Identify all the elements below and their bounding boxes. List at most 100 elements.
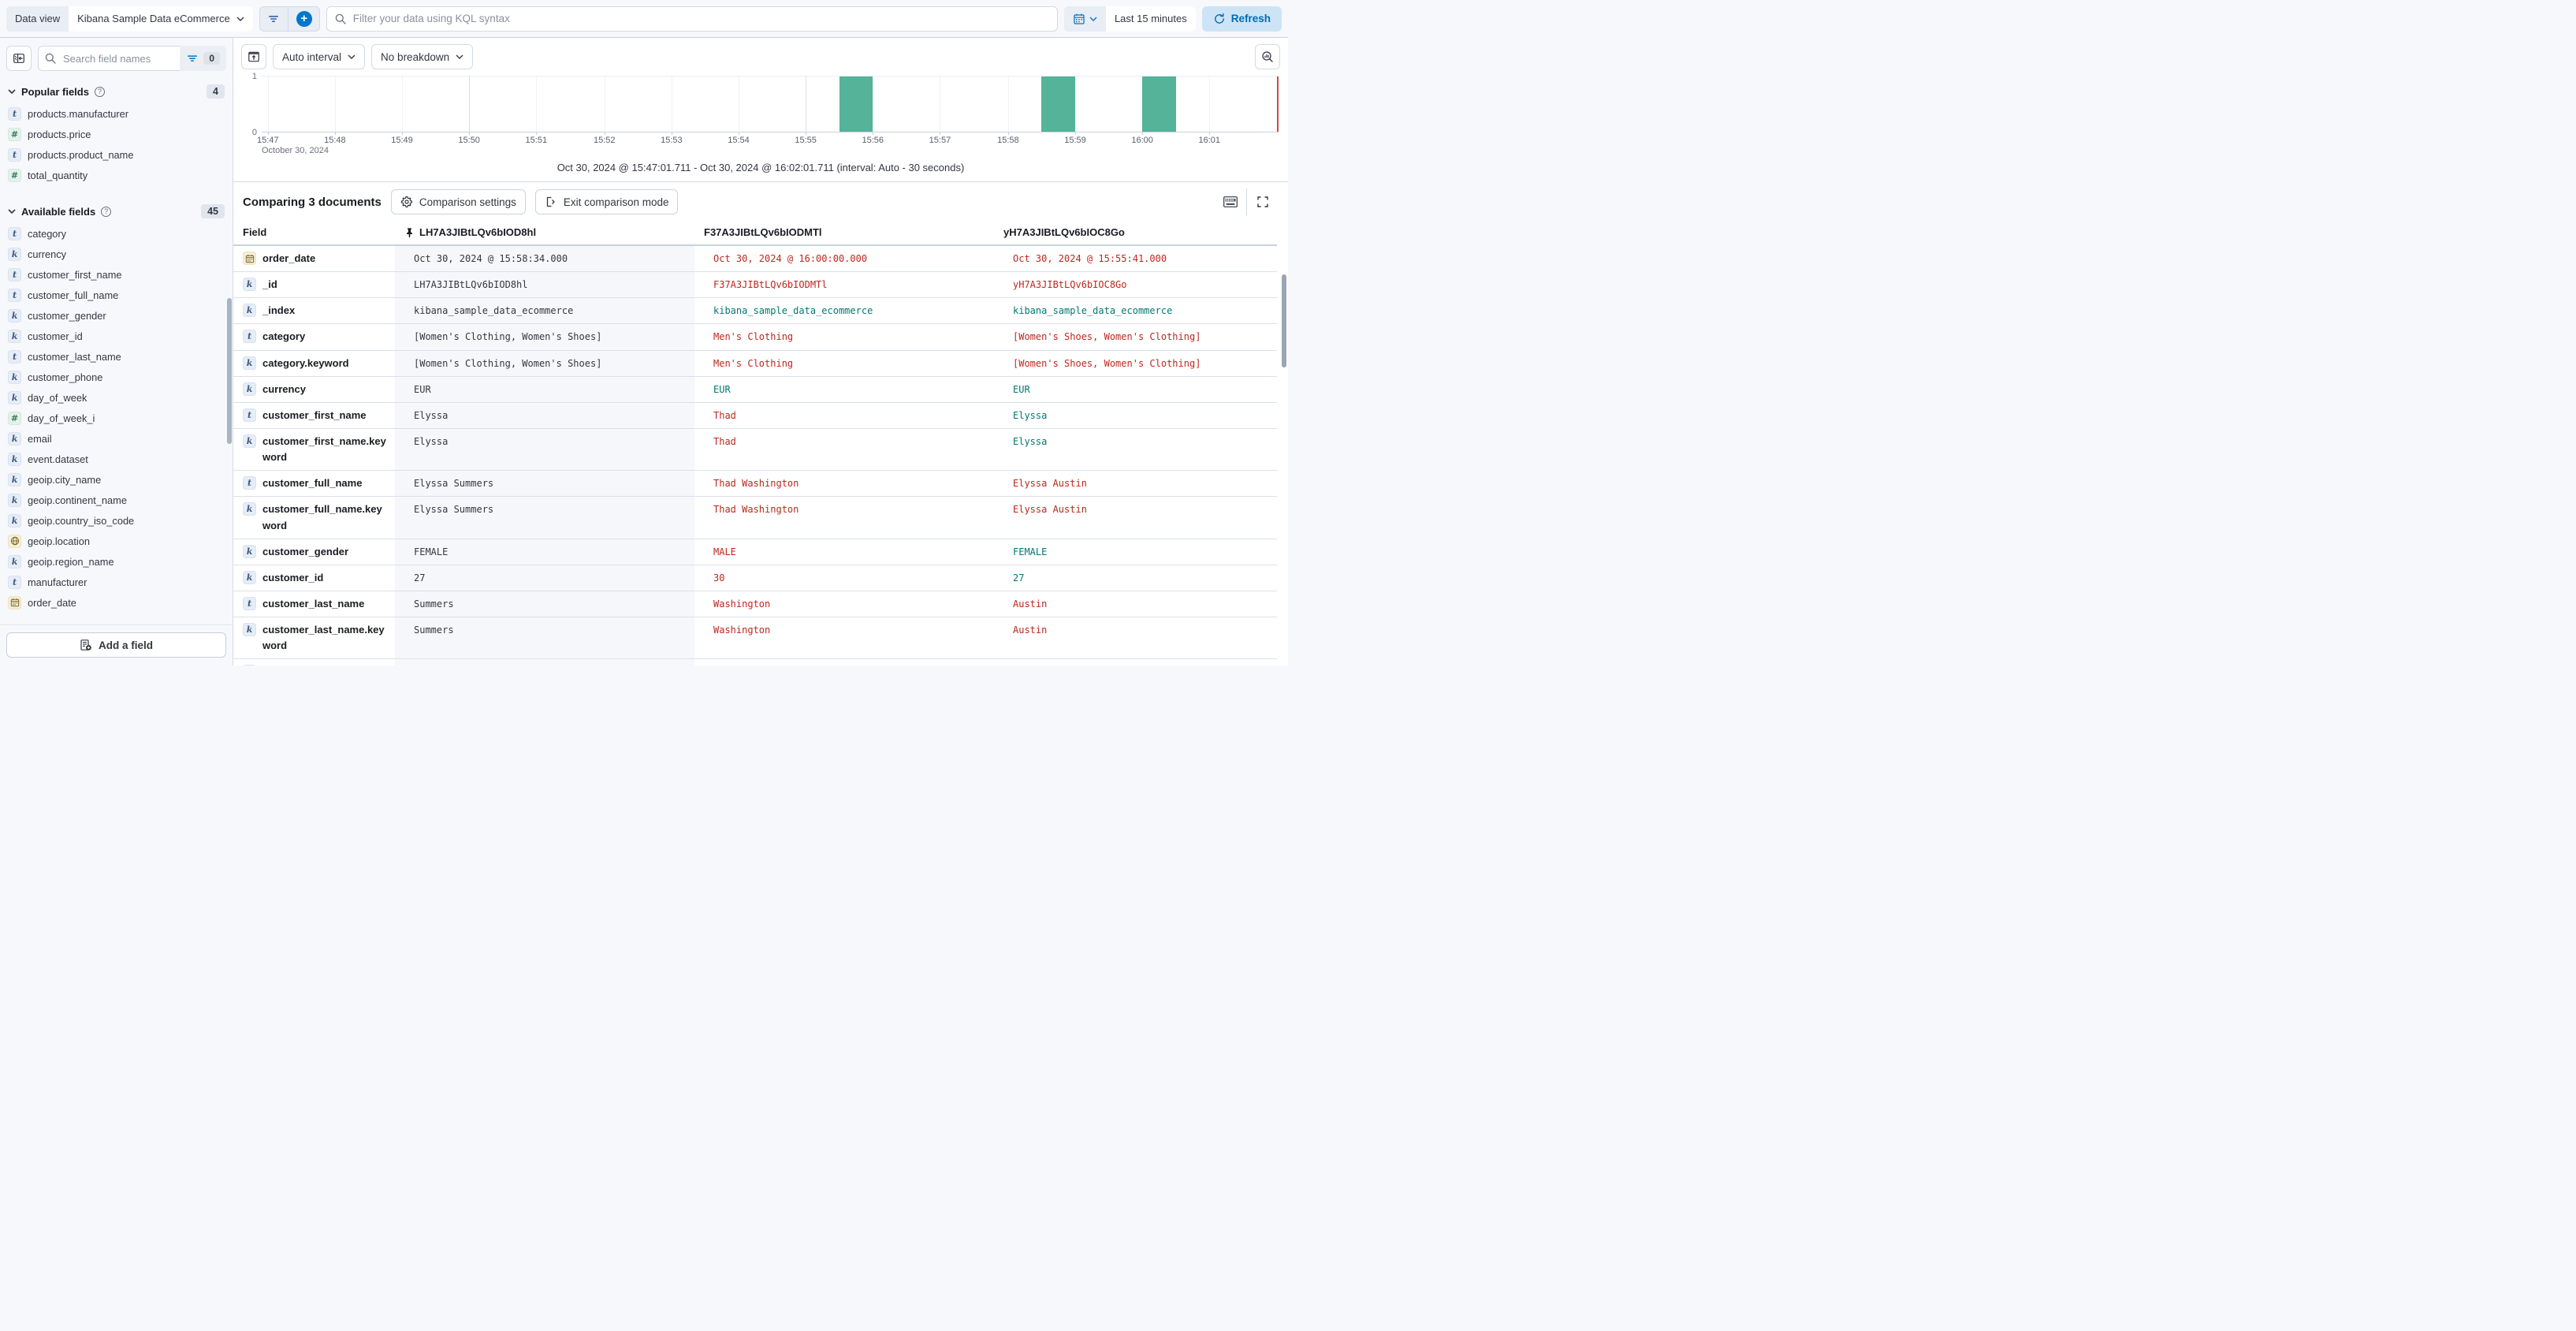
doc-column-header-F37A3JIBtLQv6bIODMTl[interactable]: F37A3JIBtLQv6bIODMTl [694,222,994,244]
sidebar-field-customer_id[interactable]: k customer_id [6,326,226,346]
x-axis-tick-label: 15:52 [593,136,616,145]
field-type-k-icon: k [8,472,21,487]
sidebar-field-currency[interactable]: k currency [6,244,226,264]
comparison-settings-button[interactable]: Comparison settings [390,189,526,214]
table-row-currency: k currency EUR EUR EUR [233,376,1277,403]
sidebar-field-geoip.continent_name[interactable]: k geoip.continent_name [6,490,226,510]
field-cell[interactable]: k _id [233,272,395,297]
field-type-t-icon: t [243,476,256,490]
field-name-label: customer_phone [28,371,103,383]
sidebar-field-total_quantity[interactable]: # total_quantity [6,165,226,185]
field-cell[interactable]: t customer_full_name [233,471,395,496]
fullscreen-button[interactable] [1247,188,1279,215]
sidebar-field-category[interactable]: t category [6,223,226,244]
sidebar-field-day_of_week_i[interactable]: # day_of_week_i [6,408,226,428]
collapse-sidebar-button[interactable] [6,46,32,71]
axis-tick-mark [334,132,336,135]
breakdown-selector[interactable]: No breakdown [371,44,474,69]
value-cell: Elyssa Austin [1013,478,1087,490]
sidebar-field-manufacturer[interactable]: t manufacturer [6,572,226,592]
exit-comparison-button[interactable]: Exit comparison mode [534,189,679,214]
time-range-display[interactable]: Last 15 minutes [1105,6,1196,32]
field-cell[interactable]: k customer_first_name.keyword [233,429,395,470]
axis-tick-mark [1142,132,1144,135]
edit-visualization-button[interactable] [1255,44,1280,69]
histogram-bar-16:00:00[interactable] [1142,76,1176,132]
field-name-label: geoip.region_name [28,555,114,568]
sidebar-field-customer_first_name[interactable]: t customer_first_name [6,264,226,285]
sidebar-field-geoip.location[interactable]: geoip.location [6,531,226,551]
field-cell[interactable]: k customer_gender [233,539,395,565]
field-type-date-icon [243,252,256,265]
sidebar-field-customer_gender[interactable]: k customer_gender [6,305,226,326]
interval-selector[interactable]: Auto interval [273,44,366,69]
field-cell[interactable]: k currency [233,377,395,402]
fullscreen-icon [1257,196,1268,207]
x-axis-tick-label: 15:55 [795,136,817,145]
field-cell[interactable]: order_date [233,246,395,271]
sidebar-field-geoip.city_name[interactable]: k geoip.city_name [6,469,226,490]
table-row-customer_last_name.keyword: k customer_last_name.keyword Summers Washin… [233,617,1277,660]
field-type-num-icon: # [8,127,21,141]
sidebar-field-customer_last_name[interactable]: t customer_last_name [6,346,226,367]
refresh-button[interactable]: Refresh [1201,6,1282,32]
field-cell[interactable]: k _index [233,298,395,323]
histogram-bar-15:55:30[interactable] [839,76,873,132]
kql-search-bar[interactable] [326,6,1058,32]
field-cell[interactable]: t category [233,324,395,349]
hide-chart-button[interactable] [241,44,266,69]
value-cell: (empty) [994,659,1277,666]
data-view-picker[interactable]: Data view Kibana Sample Data eCommerce [6,6,253,32]
sidebar-field-day_of_week[interactable]: k day_of_week [6,387,226,408]
sidebar-field-customer_full_name[interactable]: t customer_full_name [6,285,226,305]
value-cell: Elyssa [395,428,694,471]
field-cell[interactable]: k customer_full_name.keyword [233,497,395,538]
add-filter-button[interactable]: + [288,6,320,32]
field-cell[interactable]: k customer_phone [233,659,395,666]
sidebar-scrollbar[interactable] [227,298,232,444]
histogram-bar-15:58:30[interactable] [1041,76,1076,132]
chevron-down-icon [8,89,16,94]
table-row-_id: k _id LH7A3JIBtLQv6bIOD8hl F37A3JIBtLQv6bIO… [233,272,1277,299]
date-picker-menu-button[interactable] [1063,6,1106,32]
field-name-label: customer_id [262,571,324,583]
field-cell[interactable]: t customer_last_name [233,591,395,617]
x-axis-tick-label: 15:49 [391,136,413,145]
field-cell[interactable]: k customer_id [233,565,395,591]
fields-sidebar: 0 Popular fields ? 4 t products.manufactu… [0,38,233,666]
exit-icon [546,196,555,207]
doc-column-header-LH7A3JIBtLQv6bIOD8hl[interactable]: LH7A3JIBtLQv6bIOD8hl [395,222,694,244]
data-view-value: Kibana Sample Data eCommerce [77,13,230,24]
histogram-plot-area[interactable] [262,76,1279,132]
available-fields-header[interactable]: Available fields ? 45 [8,204,225,218]
field-filters-button[interactable]: 0 [180,46,226,71]
sidebar-field-email[interactable]: k email [6,428,226,449]
table-scrollbar[interactable] [1282,274,1286,367]
doc-column-header-yH7A3JIBtLQv6bIOC8Go[interactable]: yH7A3JIBtLQv6bIOC8Go [994,222,1277,244]
comparison-settings-label: Comparison settings [419,196,516,208]
field-search-input[interactable] [57,52,181,65]
field-cell[interactable]: k category.keyword [233,351,395,376]
value-cell: (empty) [395,659,694,666]
sidebar-field-products.manufacturer[interactable]: t products.manufacturer [6,103,226,124]
saved-query-menu-button[interactable] [259,6,288,32]
sidebar-field-geoip.country_iso_code[interactable]: k geoip.country_iso_code [6,510,226,531]
field-cell[interactable]: k customer_last_name.keyword [233,617,395,658]
sidebar-field-geoip.region_name[interactable]: k geoip.region_name [6,551,226,572]
sidebar-field-event.dataset[interactable]: k event.dataset [6,449,226,469]
x-axis-tick-label: 15:51 [525,136,548,145]
field-cell[interactable]: t customer_first_name [233,403,395,428]
lens-chart-icon [1262,51,1273,62]
field-search-box[interactable]: 0 [38,46,226,71]
kql-query-input[interactable] [352,13,1050,24]
sidebar-field-products.product_name[interactable]: t products.product_name [6,144,226,165]
add-field-button[interactable]: Add a field [6,632,226,658]
data-view-selector[interactable]: Kibana Sample Data eCommerce [69,6,253,32]
sidebar-field-customer_phone[interactable]: k customer_phone [6,367,226,387]
sidebar-field-order_date[interactable]: order_date [6,592,226,613]
sidebar-field-products.price[interactable]: # products.price [6,124,226,144]
field-type-t-icon: t [243,408,256,422]
axis-tick-mark [469,132,471,135]
keyboard-shortcuts-button[interactable] [1215,188,1246,215]
popular-fields-header[interactable]: Popular fields ? 4 [8,84,225,99]
